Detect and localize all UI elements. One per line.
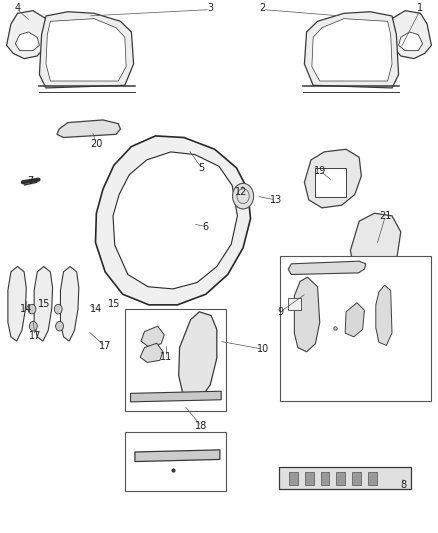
Polygon shape (57, 120, 120, 138)
Bar (279, 467, 411, 489)
Text: 10: 10 (257, 344, 269, 354)
Text: 3: 3 (207, 3, 213, 13)
Polygon shape (131, 391, 221, 402)
Text: 5: 5 (198, 163, 205, 173)
Polygon shape (388, 11, 431, 59)
Text: 18: 18 (195, 422, 208, 431)
Polygon shape (294, 277, 320, 352)
Polygon shape (399, 32, 423, 51)
Bar (336, 472, 345, 485)
Bar (315, 168, 346, 197)
Bar (305, 472, 314, 485)
Text: 13: 13 (270, 195, 282, 205)
Polygon shape (304, 12, 399, 88)
Text: 20: 20 (90, 139, 102, 149)
Polygon shape (15, 32, 39, 51)
Bar (125, 432, 226, 491)
Polygon shape (140, 343, 163, 362)
Polygon shape (7, 11, 50, 59)
Text: 8: 8 (400, 480, 406, 490)
Polygon shape (345, 303, 364, 337)
Polygon shape (288, 261, 366, 274)
Circle shape (54, 304, 62, 314)
Bar (288, 298, 301, 310)
Text: 15: 15 (108, 299, 120, 309)
Polygon shape (135, 450, 220, 462)
Polygon shape (113, 152, 237, 289)
Text: 1: 1 (417, 3, 424, 13)
Text: 11: 11 (160, 352, 173, 362)
Polygon shape (60, 266, 79, 341)
Text: 4: 4 (14, 3, 21, 13)
Bar (289, 472, 298, 485)
Bar (125, 309, 226, 411)
Text: 21: 21 (379, 211, 392, 221)
Circle shape (29, 321, 37, 331)
Polygon shape (46, 19, 126, 81)
Text: 6: 6 (203, 222, 209, 231)
Polygon shape (39, 12, 134, 88)
Text: 7: 7 (28, 176, 34, 186)
Text: 9: 9 (277, 307, 283, 317)
Polygon shape (95, 136, 251, 305)
Circle shape (233, 183, 254, 209)
Text: 19: 19 (314, 166, 326, 175)
Text: 15: 15 (38, 299, 50, 309)
Polygon shape (8, 266, 26, 341)
Polygon shape (350, 213, 401, 280)
Polygon shape (304, 149, 361, 208)
Polygon shape (34, 266, 53, 341)
Polygon shape (141, 326, 164, 346)
Circle shape (56, 321, 64, 331)
Bar (352, 472, 361, 485)
Text: 17: 17 (99, 342, 111, 351)
Text: 17: 17 (29, 331, 41, 341)
Polygon shape (376, 285, 392, 345)
Bar (321, 472, 329, 485)
Bar (368, 472, 377, 485)
Text: 12: 12 (235, 187, 247, 197)
Polygon shape (312, 19, 392, 81)
Bar (280, 256, 431, 401)
Text: 14: 14 (20, 304, 32, 314)
Text: 14: 14 (90, 304, 102, 314)
Text: 2: 2 (260, 3, 266, 13)
Polygon shape (179, 312, 217, 400)
Circle shape (28, 304, 36, 314)
